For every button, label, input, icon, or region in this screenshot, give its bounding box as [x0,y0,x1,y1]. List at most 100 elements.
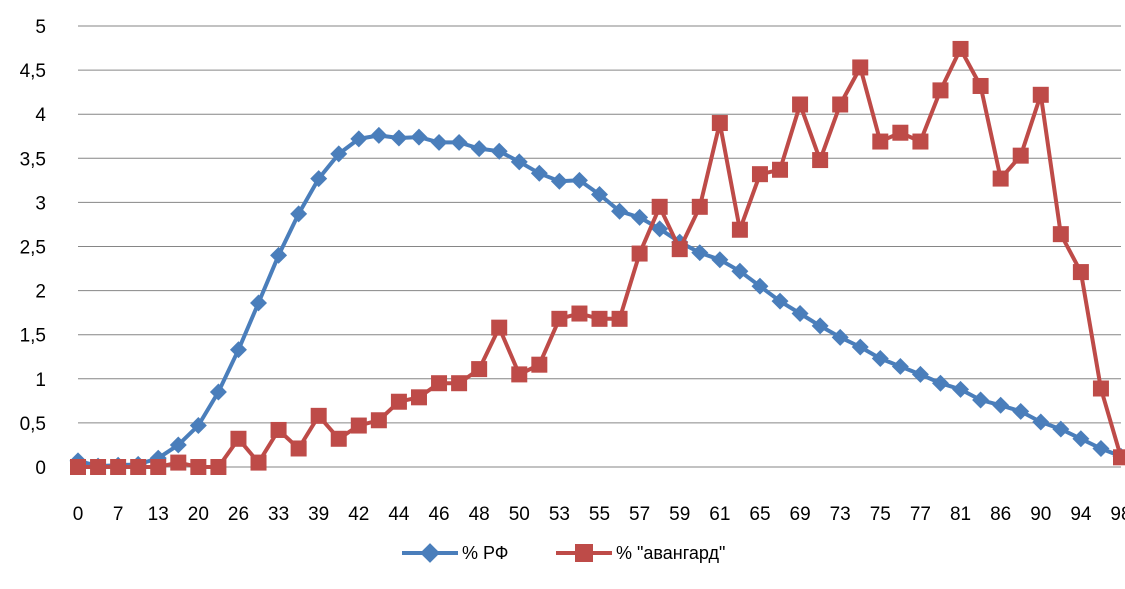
data-point [591,185,608,203]
data-point [451,375,468,392]
data-point [210,459,227,475]
data-point [330,430,347,447]
y-tick-label: 1 [35,370,46,391]
data-point [270,246,288,264]
legend-item-series-2: % "авангард" [556,543,725,563]
data-point [952,380,970,398]
x-tick-label: 57 [629,504,650,525]
x-tick-label: 73 [830,504,851,525]
data-point [992,170,1009,187]
x-tick-label: 94 [1070,504,1092,525]
data-point [471,361,488,378]
data-point [370,126,388,144]
data-point [972,391,990,409]
data-point [1092,439,1110,457]
data-point [310,170,328,188]
data-point [531,356,548,373]
data-point [591,310,608,327]
x-tick-label: 7 [113,504,124,525]
data-point [691,244,709,262]
data-point [250,294,268,312]
data-point [169,436,187,454]
data-point [1113,449,1125,466]
data-point [811,317,829,335]
data-point [911,365,929,383]
data-point [450,133,468,151]
data-point [872,133,889,150]
data-point [130,459,147,475]
data-point [931,374,949,392]
data-point [791,305,809,323]
data-point [510,153,528,171]
data-point [812,152,829,169]
x-tick-label: 0 [73,504,84,525]
series-line-2 [78,46,1123,469]
data-point [751,166,768,183]
x-tick-label: 98 [1110,504,1125,525]
x-tick-label: 61 [709,504,730,525]
x-tick-label: 86 [990,504,1011,525]
data-point [1092,380,1109,397]
data-point [90,459,107,475]
x-tick-label: 90 [1030,504,1051,525]
data-point [932,82,949,99]
x-tick-label: 13 [148,504,169,525]
data-point [390,129,408,147]
data-point [871,350,889,367]
data-point [651,198,668,215]
data-point [551,310,568,327]
data-point [831,328,849,346]
x-axis-tick-labels: 0 7 13 20 26 33 39 42 44 46 48 50 53 55 57 59 61 65 69 73 75… [73,504,1125,525]
data-point [1072,430,1090,448]
x-tick-label: 39 [308,504,329,525]
y-tick-label: 0,5 [20,414,46,435]
y-tick-label: 2,5 [20,238,46,259]
data-point [430,133,448,151]
data-point [631,245,648,262]
legend-item-series-1: % РФ [402,543,509,563]
data-point [230,430,247,447]
data-point [290,440,307,457]
y-tick-label: 0 [35,458,46,479]
data-point [110,459,127,475]
data-point [912,133,929,150]
data-point [1072,264,1089,281]
data-point [631,208,649,226]
data-point [1012,147,1029,164]
legend-diamond-marker [420,543,440,563]
data-point [832,96,849,113]
data-point [1012,402,1030,420]
y-tick-label: 3 [35,193,46,214]
data-point [651,220,669,238]
data-point [350,130,368,148]
data-point [751,277,769,295]
x-tick-label: 26 [228,504,249,525]
data-point [229,341,247,359]
data-point [611,202,629,220]
y-tick-label: 5 [35,17,46,38]
y-tick-label: 2 [35,282,46,303]
data-point [410,389,427,406]
data-point [691,198,708,215]
data-point [431,375,448,392]
data-point [1052,226,1069,243]
data-point [150,459,167,475]
data-point [1032,413,1050,431]
legend-label-series-1: % РФ [462,543,509,563]
data-point [792,96,809,113]
series-line-1 [77,133,1122,469]
data-point [892,124,909,141]
data-point [390,393,407,410]
data-point [611,310,628,327]
x-tick-label: 81 [950,504,971,525]
y-axis-tick-labels: 0 0,5 1 1,5 2 2,5 3 3,5 4 4,5 5 [20,17,47,479]
data-point [570,171,588,189]
series-layer [69,40,1125,475]
legend-label-series-2: % "авангард" [616,543,725,563]
y-tick-label: 1,5 [20,326,46,347]
data-point [571,305,588,322]
data-point [972,77,989,94]
data-point [771,292,789,310]
x-tick-label: 77 [910,504,931,525]
